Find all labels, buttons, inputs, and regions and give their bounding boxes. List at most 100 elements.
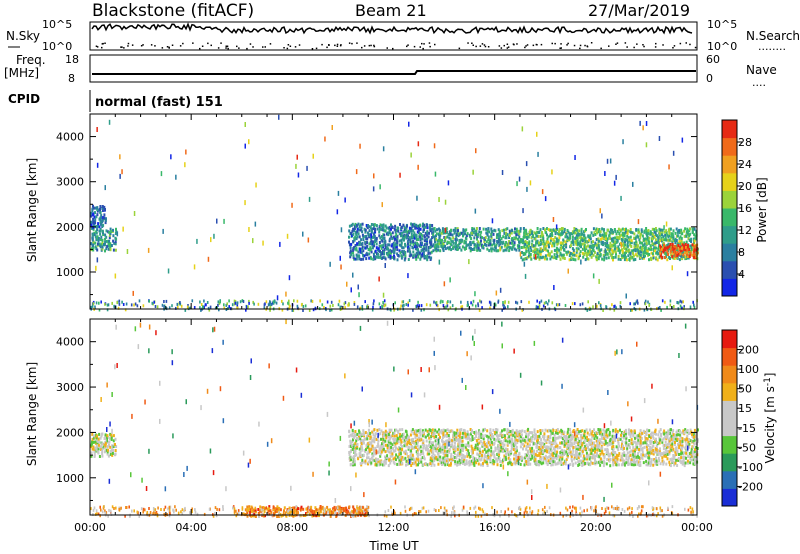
data-cell (548, 299, 550, 303)
data-cell (370, 223, 373, 226)
data-cell (493, 431, 496, 434)
data-cell (555, 228, 558, 232)
data-cell (621, 432, 624, 435)
data-cell (466, 454, 469, 458)
data-cell (548, 439, 551, 443)
data-cell (383, 248, 386, 252)
data-cell (597, 244, 600, 248)
data-cell (540, 438, 543, 442)
data-cell (451, 240, 454, 244)
data-cell (518, 248, 521, 252)
data-cell (421, 434, 424, 438)
data-cell (97, 239, 100, 243)
data-cell (675, 244, 678, 248)
data-cell (349, 433, 352, 437)
data-cell (689, 232, 692, 236)
data-cell (446, 443, 449, 447)
data-cell (641, 246, 644, 250)
data-cell (610, 244, 613, 247)
data-cell (351, 443, 354, 447)
data-cell (92, 220, 95, 224)
data-cell (446, 240, 449, 244)
data-cell (590, 231, 593, 235)
data-cell (228, 299, 230, 303)
data-cell (485, 450, 488, 454)
data-cell (404, 456, 407, 460)
data-cell (94, 206, 97, 210)
data-cell (642, 238, 645, 242)
data-cell (614, 304, 616, 308)
data-cell (479, 235, 482, 239)
data-cell (357, 437, 360, 441)
data-cell (603, 228, 605, 232)
data-cell (644, 254, 646, 258)
data-cell (533, 244, 536, 248)
data-cell (433, 143, 436, 149)
data-cell (428, 231, 430, 235)
data-cell (391, 434, 394, 438)
data-cell (578, 232, 581, 236)
data-cell (546, 302, 549, 306)
data-cell (390, 449, 393, 453)
data-cell (455, 240, 457, 244)
data-cell (616, 429, 619, 433)
data-cell (549, 232, 552, 236)
data-cell (587, 257, 590, 261)
data-cell (109, 227, 112, 231)
data-cell (621, 238, 624, 242)
data-cell (636, 445, 639, 449)
data-cell (90, 214, 93, 218)
data-cell (488, 241, 491, 245)
power-colorbar-cells (722, 120, 737, 297)
data-cell (513, 461, 516, 465)
data-cell (431, 443, 434, 447)
data-cell (557, 461, 560, 465)
data-cell (438, 197, 440, 202)
data-cell (457, 437, 460, 441)
data-cell (358, 235, 361, 239)
data-cell (546, 237, 549, 241)
data-cell (438, 443, 441, 447)
data-cell (486, 247, 489, 251)
data-cell (569, 462, 572, 466)
data-cell (509, 458, 512, 462)
data-cell (184, 162, 186, 168)
data-cell (216, 218, 218, 224)
data-cell (295, 163, 297, 169)
nsearch-dot (328, 44, 330, 46)
data-cell (590, 460, 592, 464)
data-cell (476, 447, 479, 451)
data-cell (603, 232, 606, 236)
data-cell (619, 304, 622, 308)
data-cell (422, 452, 425, 456)
data-cell (130, 303, 133, 307)
data-cell (405, 226, 408, 230)
data-cell (569, 236, 572, 239)
data-cell (636, 250, 639, 254)
data-cell (134, 302, 137, 306)
data-cell (675, 256, 678, 260)
data-cell (599, 432, 602, 436)
data-cell (96, 237, 99, 241)
data-cell (450, 459, 453, 463)
data-cell (526, 438, 529, 442)
data-cell (429, 444, 432, 448)
nsearch-dot (368, 44, 371, 47)
data-cell (360, 238, 363, 242)
data-cell (446, 457, 449, 461)
data-cell (97, 450, 100, 454)
data-cell (417, 429, 420, 432)
data-cell (444, 236, 447, 240)
data-cell (639, 234, 642, 240)
data-cell (362, 439, 365, 443)
data-cell (330, 300, 333, 304)
data-cell (466, 243, 468, 247)
data-cell (255, 182, 257, 188)
data-cell (472, 240, 475, 244)
data-cell (599, 428, 602, 432)
data-cell (439, 435, 441, 439)
data-cell (395, 245, 398, 248)
data-cell (448, 458, 451, 462)
data-cell (544, 230, 547, 234)
data-cell (461, 439, 464, 443)
